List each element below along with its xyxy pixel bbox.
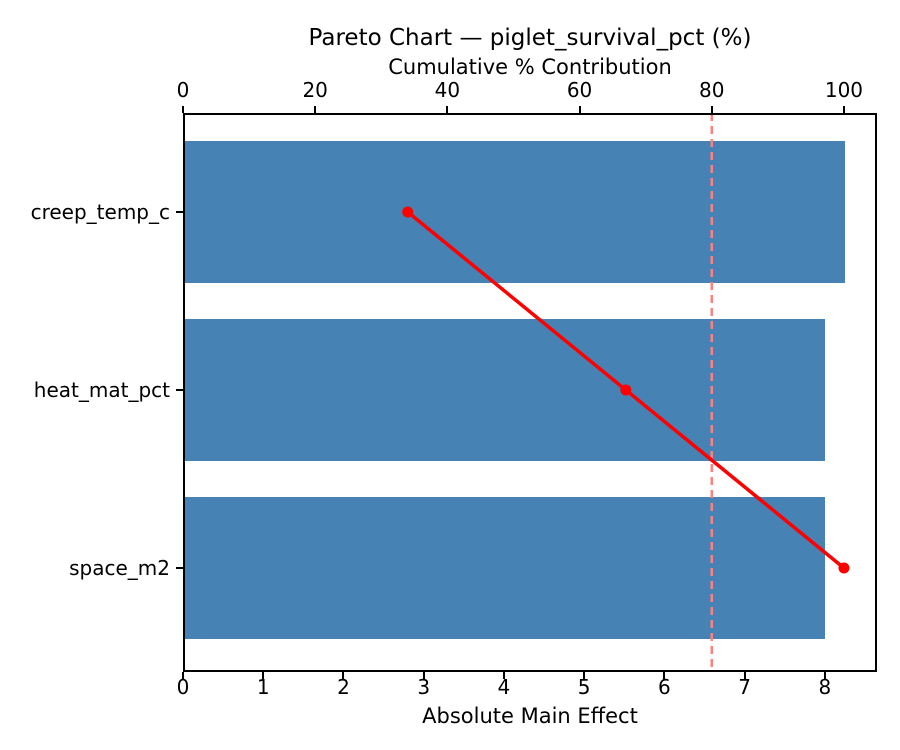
y-tick-mark: [176, 389, 183, 391]
top-tick-mark: [842, 106, 845, 113]
top-tick-label: 100: [824, 78, 864, 102]
bottom-tick-mark: [823, 672, 826, 679]
bar-heat_mat_pct: [183, 319, 825, 461]
bottom-tick-mark: [743, 672, 746, 679]
top-tick-label: 40: [434, 78, 461, 102]
bottom-tick-label: 7: [738, 675, 751, 699]
bottom-tick-mark: [182, 672, 184, 679]
bar-creep_temp_c: [183, 141, 845, 283]
top-tick-label: 0: [176, 78, 190, 102]
bottom-tick-label: 8: [818, 675, 832, 699]
bottom-tick-label: 6: [658, 675, 671, 699]
bottom-tick-label: 2: [337, 675, 350, 699]
top-tick-mark: [710, 106, 713, 113]
bottom-axis-label: Absolute Main Effect: [422, 704, 638, 728]
bottom-tick-mark: [663, 672, 666, 679]
top-axis-label: Cumulative % Contribution: [388, 55, 672, 79]
top-tick-label: 20: [302, 78, 328, 102]
plot-area: [183, 113, 877, 672]
y-tick-mark: [176, 567, 183, 569]
top-tick-mark: [314, 106, 317, 113]
bottom-tick-label: 4: [497, 675, 511, 699]
bottom-tick-label: 5: [577, 675, 591, 699]
y-tick-label-heat_mat_pct: heat_mat_pct: [33, 378, 170, 402]
bottom-tick-mark: [422, 672, 425, 679]
y-tick-label-creep_temp_c: creep_temp_c: [30, 200, 170, 224]
bottom-tick-label: 3: [417, 675, 431, 699]
cumulative-overlay: [402, 113, 850, 672]
top-tick-mark: [578, 106, 581, 113]
bar-space_m2: [183, 497, 825, 639]
chart-title: Pareto Chart — piglet_survival_pct (%): [308, 25, 752, 51]
bottom-tick-mark: [502, 672, 505, 679]
bottom-tick-mark: [342, 672, 345, 679]
top-tick-mark: [182, 106, 184, 113]
bottom-tick-label: 1: [256, 675, 270, 699]
bottom-tick-mark: [583, 672, 586, 679]
y-tick-label-space_m2: space_m2: [69, 556, 170, 580]
cumulative-marker-heat_mat_pct: [620, 384, 632, 396]
bottom-tick-mark: [262, 672, 265, 679]
cumulative-marker-creep_temp_c: [402, 206, 414, 218]
top-tick-label: 60: [566, 78, 593, 102]
top-tick-mark: [446, 106, 449, 113]
top-tick-label: 80: [699, 78, 725, 102]
cumulative-marker-space_m2: [838, 562, 850, 574]
bottom-tick-label: 0: [176, 675, 190, 699]
y-tick-mark: [176, 211, 183, 213]
